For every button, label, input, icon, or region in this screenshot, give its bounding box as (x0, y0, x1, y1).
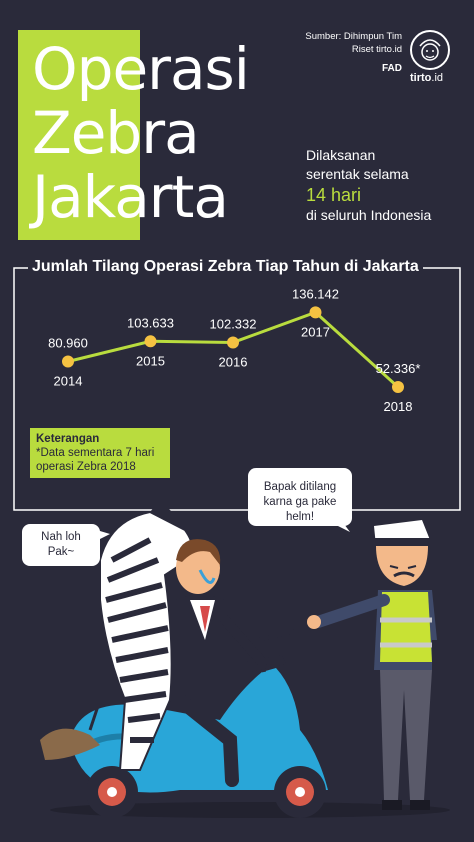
value-label-2015: 103.633 (127, 315, 174, 330)
crying-rider-icon (173, 539, 267, 787)
desc-line-1: Dilaksanan (306, 147, 376, 163)
value-label-2017: 136.142 (292, 286, 339, 301)
title-accent-bar (18, 30, 140, 240)
value-label-2014: 80.960 (48, 336, 88, 351)
desc-highlight: 14 hari (306, 185, 362, 205)
value-label-2016: 102.332 (210, 316, 257, 331)
tick-label-2015: 2015 (136, 353, 165, 368)
data-point-2017 (309, 306, 322, 319)
chart-note: Keterangan *Data sementara 7 hari operas… (30, 428, 170, 478)
zebra-icon (40, 500, 194, 771)
tick-label-2016: 2016 (219, 354, 248, 369)
data-point-2016 (227, 336, 239, 349)
data-point-2014 (62, 355, 74, 368)
speech-bubble-rider: Nah loh Pak~ (22, 524, 100, 566)
note-text: *Data sementara 7 hari operasi Zebra 201… (36, 447, 155, 473)
data-point-2018 (392, 381, 404, 394)
tick-label-2014: 2014 (54, 374, 83, 389)
tick-label-2018: 2018 (384, 399, 413, 414)
description: Dilaksanan serentak selama 14 hari di se… (306, 146, 466, 225)
title-line-1: Operasi (32, 35, 250, 103)
chart-marks: 80.960 2014 103.633 2015 102.332 2016 136.142 2… (48, 286, 420, 414)
tirto-mascot-icon (410, 30, 450, 70)
police-officer-icon (307, 520, 442, 810)
title-line-2: Zebra (32, 99, 200, 167)
tirto-logo: tirto.id (410, 72, 443, 84)
logo-name: tirto (410, 72, 432, 84)
data-point-2015 (144, 335, 157, 348)
speech-bubble-police: Bapak ditilang karna ga pake helm! (248, 468, 352, 526)
source-line-2: Riset tirto.id (351, 44, 402, 55)
desc-line-2: serentak selama (306, 166, 409, 182)
desc-line-3: di seluruh Indonesia (306, 207, 432, 223)
logo-suffix: .id (431, 72, 444, 84)
tick-label-2017: 2017 (301, 324, 330, 339)
title-line-3: Jakarta (32, 163, 229, 231)
source-line-1: Sumber: Dihimpun Tim (305, 31, 402, 42)
chart-title: Jumlah Tilang Operasi Zebra Tiap Tahun d… (28, 258, 423, 276)
author-initials: FAD (382, 63, 402, 74)
source-credit: Sumber: Dihimpun Tim Riset tirto.id FAD (305, 30, 402, 75)
note-title: Keterangan (36, 433, 100, 445)
value-label-2018: 52.336* (376, 361, 421, 376)
